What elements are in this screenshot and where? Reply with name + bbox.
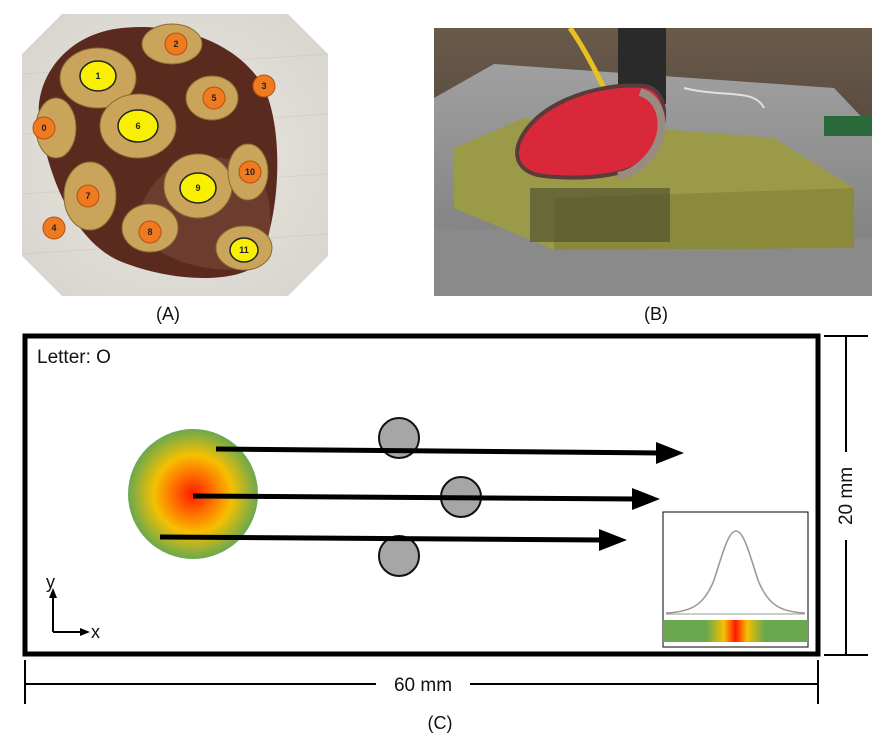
- sensor-number-4: 4: [51, 223, 56, 233]
- width-dimension-line: [24, 660, 819, 704]
- panel-b-label: (B): [644, 304, 668, 324]
- letter-label: Letter: O: [37, 347, 111, 368]
- sensor-number-2: 2: [173, 39, 178, 49]
- axes-indicator: [49, 588, 90, 636]
- contact-circle-middle: [440, 476, 482, 518]
- height-dimension-line: [824, 335, 868, 656]
- fingertip-contact-gradient: [128, 429, 258, 559]
- gaussian-curve: [665, 530, 806, 614]
- panel-c-label: (C): [428, 713, 453, 733]
- panel-b-rig-photo: [434, 28, 872, 296]
- sensor-number-6: 6: [135, 121, 140, 131]
- sensor-number-8: 8: [147, 227, 152, 237]
- inset-gaussian-profile: [662, 511, 809, 648]
- sensor-number-0: 0: [41, 123, 46, 133]
- height-dimension-label: 20 mm: [836, 467, 857, 525]
- width-dimension-label: 60 mm: [394, 675, 452, 696]
- sliding-arrow-middle: [192, 488, 660, 510]
- sliding-arrow-top: [215, 442, 684, 464]
- panel-a-label: (A): [156, 304, 180, 324]
- sensor-number-7: 7: [85, 191, 90, 201]
- sliding-arrow-bottom: [159, 529, 627, 551]
- gradient-color-bar: [663, 620, 808, 642]
- sensor-number-11: 11: [239, 245, 249, 255]
- sensor-number-5: 5: [211, 93, 216, 103]
- sensor-number-9: 9: [195, 183, 200, 193]
- contact-circle-bottom: [378, 535, 420, 577]
- sensor-number-1: 1: [95, 71, 100, 81]
- axis-x-label: x: [91, 622, 100, 642]
- contact-circle-top: [378, 417, 420, 459]
- sensor-number-10: 10: [245, 167, 255, 177]
- sensor-number-3: 3: [261, 81, 266, 91]
- axis-y-label: y: [46, 572, 55, 592]
- panel-a-sensor-photo: 0 1 2 3 4 5 6 7 8 9 10 11: [22, 14, 328, 296]
- specimen-boundary: [22, 333, 821, 657]
